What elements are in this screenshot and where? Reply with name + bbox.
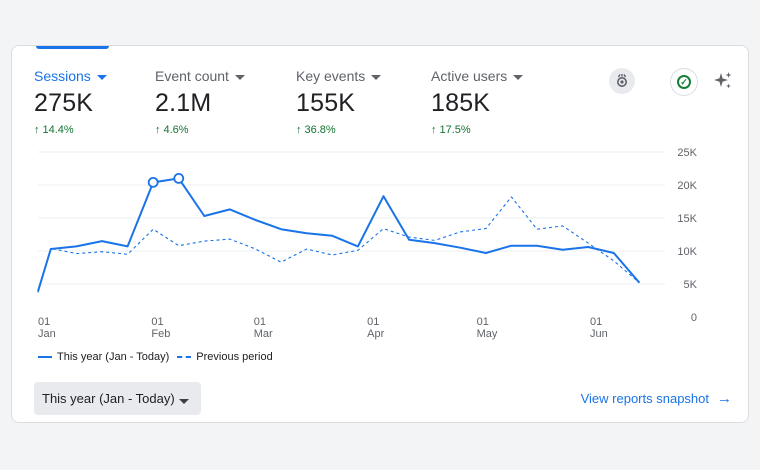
highlighted-point	[173, 172, 185, 184]
legend-swatch-solid	[38, 356, 52, 358]
sessions-line-chart: 05K10K15K20K25K01Jan01Feb01Mar01Apr01May…	[37, 147, 698, 340]
metric-value: 185K	[431, 89, 491, 117]
check-circle-icon[interactable]: ✓	[670, 68, 698, 96]
arrow-up-icon: ↑	[34, 124, 40, 136]
view-reports-snapshot-link[interactable]: View reports snapshot →	[581, 390, 732, 407]
metric-value: 275K	[34, 89, 94, 117]
caret-down-icon	[513, 74, 524, 80]
series-line-current	[37, 177, 641, 292]
metric-change: ↑ 4.6%	[155, 124, 189, 136]
arrow-up-icon: ↑	[296, 124, 302, 136]
view-link-label: View reports snapshot	[580, 391, 709, 406]
y-tick-label: 25K	[677, 147, 697, 159]
metric-label: Event count	[155, 68, 245, 84]
x-tick-day: 01	[38, 316, 50, 328]
date-range-value: This year (Jan - Today)	[42, 391, 175, 406]
y-tick-label: 5K	[684, 279, 698, 291]
x-tick-day: 01	[590, 316, 602, 328]
legend-item-previous: Previous period	[177, 351, 273, 363]
highlighted-point	[147, 176, 159, 188]
metric-active-users[interactable]: Active users 185K ↑ 17.5%	[431, 68, 524, 136]
x-tick-day: 01	[477, 316, 489, 328]
x-tick-month: Apr	[367, 328, 384, 340]
metric-value: 2.1M	[155, 89, 212, 117]
metric-event-count[interactable]: Event count 2.1M ↑ 4.6%	[155, 68, 245, 136]
metric-sessions[interactable]: Sessions 275K ↑ 14.4%	[34, 68, 107, 136]
metric-label: Sessions	[34, 68, 107, 84]
arrow-up-icon: ↑	[155, 124, 161, 136]
caret-down-icon	[371, 74, 382, 80]
sparkle-glyph	[714, 72, 732, 89]
y-tick-label: 15K	[677, 213, 697, 225]
x-tick-month: May	[477, 328, 498, 340]
caret-down-icon	[234, 74, 245, 80]
metric-key-events[interactable]: Key events 155K ↑ 36.8%	[296, 68, 382, 136]
insights-glyph	[617, 74, 627, 87]
metric-change: ↑ 36.8%	[296, 124, 336, 136]
x-tick-day: 01	[254, 316, 266, 328]
chart-legend: This year (Jan - Today) Previous period	[38, 351, 273, 363]
x-tick-month: Mar	[254, 328, 273, 340]
sessions-overview-card: Sessions 275K ↑ 14.4% Event count 2.1M ↑ 4…	[11, 45, 749, 423]
legend-swatch-dashed	[177, 356, 192, 358]
arrow-up-icon: ↑	[431, 124, 437, 136]
legend-item-current: This year (Jan - Today)	[38, 351, 169, 363]
metric-label: Key events	[296, 68, 382, 84]
x-tick-month: Jan	[38, 328, 56, 340]
insights-icon[interactable]	[609, 68, 635, 94]
check-mark: ✓	[677, 75, 691, 89]
metric-change: ↑ 14.4%	[34, 124, 74, 136]
metric-change: ↑ 17.5%	[431, 124, 471, 136]
x-tick-month: Jun	[590, 328, 608, 340]
arrow-right-icon: →	[717, 390, 732, 407]
y-tick-label: 10K	[677, 246, 697, 258]
y-tick-label: 20K	[677, 180, 697, 192]
x-tick-day: 01	[367, 316, 379, 328]
sparkle-icon[interactable]	[710, 68, 736, 94]
x-tick-day: 01	[151, 316, 163, 328]
y-tick-label: 0	[691, 312, 697, 324]
active-tab-indicator	[36, 46, 109, 49]
metric-label: Active users	[431, 68, 524, 84]
caret-down-icon	[179, 399, 189, 404]
x-tick-month: Feb	[151, 328, 170, 340]
caret-down-icon	[96, 74, 107, 80]
date-range-select[interactable]: This year (Jan - Today)	[34, 382, 201, 415]
metric-value: 155K	[296, 89, 356, 117]
